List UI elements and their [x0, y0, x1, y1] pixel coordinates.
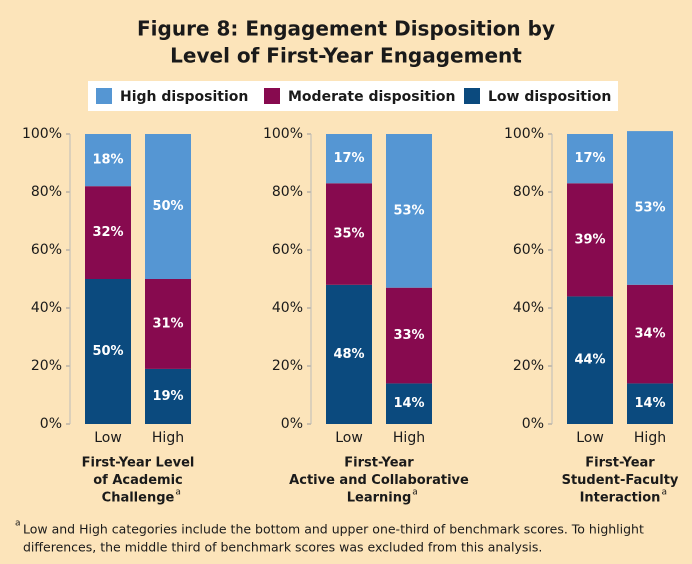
- data-label: 17%: [333, 151, 364, 166]
- x-axis-label: First-Year: [585, 456, 655, 471]
- bar-segment: [85, 134, 131, 187]
- data-label: 18%: [92, 153, 123, 168]
- data-label: 32%: [92, 225, 123, 240]
- y-tick-label: 60%: [272, 242, 303, 258]
- bar-segment: [326, 183, 372, 285]
- x-axis-label: Active and Collaborative: [289, 473, 469, 488]
- bar-segment: [627, 284, 673, 384]
- footnote-marker: a: [175, 488, 181, 498]
- data-label: 35%: [333, 227, 364, 242]
- bar-segment: [386, 134, 432, 288]
- x-tick-label: Low: [576, 430, 604, 446]
- y-tick-label: 40%: [31, 300, 62, 316]
- y-tick-label: 0%: [522, 416, 544, 432]
- data-label: 33%: [393, 328, 424, 343]
- x-axis-label: First-Year Level: [82, 456, 195, 471]
- y-tick-label: 0%: [40, 416, 62, 432]
- bar-segment: [567, 183, 613, 297]
- data-label: 19%: [152, 389, 183, 404]
- data-label: 50%: [92, 344, 123, 359]
- footnote-marker: a: [15, 519, 21, 529]
- x-tick-label: Low: [94, 430, 122, 446]
- x-tick-label: High: [634, 430, 666, 446]
- x-tick-label: Low: [335, 430, 363, 446]
- bar-segment: [145, 134, 191, 279]
- bar-segment: [627, 131, 673, 285]
- y-tick-label: 20%: [272, 358, 303, 374]
- bar-segment: [386, 383, 432, 424]
- y-tick-label: 40%: [513, 300, 544, 316]
- bar-segment: [326, 284, 372, 424]
- bar-segment: [567, 134, 613, 184]
- bar-segment: [326, 134, 372, 184]
- data-label: 14%: [634, 396, 665, 411]
- chart-title: Level of First-Year Engagement: [170, 44, 522, 68]
- bar-segment: [386, 287, 432, 384]
- y-tick-label: 100%: [263, 126, 303, 142]
- y-tick-label: 20%: [31, 358, 62, 374]
- y-tick-label: 80%: [513, 184, 544, 200]
- data-label: 34%: [634, 327, 665, 342]
- legend-label: Moderate disposition: [288, 89, 455, 105]
- data-label: 17%: [574, 151, 605, 166]
- y-tick-label: 100%: [504, 126, 544, 142]
- legend-label: Low disposition: [488, 89, 611, 105]
- data-label: 14%: [393, 396, 424, 411]
- bar-segment: [85, 279, 131, 424]
- x-axis-label: Learning: [347, 491, 412, 506]
- data-label: 53%: [393, 203, 424, 218]
- y-tick-label: 40%: [272, 300, 303, 316]
- y-tick-label: 0%: [281, 416, 303, 432]
- chart-title: Figure 8: Engagement Disposition by: [137, 17, 555, 41]
- y-tick-label: 60%: [513, 242, 544, 258]
- legend-label: High disposition: [120, 89, 248, 105]
- data-label: 48%: [333, 347, 364, 362]
- legend-swatch: [96, 88, 112, 104]
- data-label: 50%: [152, 199, 183, 214]
- x-axis-label: First-Year: [344, 456, 414, 471]
- y-tick-label: 100%: [22, 126, 62, 142]
- x-axis-label: Student-Faculty: [562, 473, 679, 488]
- legend-swatch: [464, 88, 480, 104]
- legend: [88, 81, 618, 111]
- x-axis-label: Challenge: [102, 491, 175, 506]
- footnote: Low and High categories include the bott…: [23, 522, 644, 537]
- data-label: 31%: [152, 316, 183, 331]
- y-tick-label: 20%: [513, 358, 544, 374]
- y-tick-label: 80%: [31, 184, 62, 200]
- x-tick-label: High: [152, 430, 184, 446]
- data-label: 44%: [574, 353, 605, 368]
- x-tick-label: High: [393, 430, 425, 446]
- data-label: 53%: [634, 200, 665, 215]
- y-tick-label: 80%: [272, 184, 303, 200]
- data-label: 39%: [574, 232, 605, 247]
- bar-segment: [567, 296, 613, 424]
- bar-segment: [85, 186, 131, 279]
- bar-segment: [145, 368, 191, 424]
- x-axis-label: Interaction: [580, 491, 661, 506]
- x-axis-label: of Academic: [93, 473, 182, 488]
- footnote-marker: a: [412, 488, 418, 498]
- footnote: differences, the middle third of benchma…: [23, 540, 542, 555]
- footnote-marker: a: [661, 488, 667, 498]
- bar-segment: [145, 279, 191, 369]
- y-tick-label: 60%: [31, 242, 62, 258]
- legend-swatch: [264, 88, 280, 104]
- bar-segment: [627, 383, 673, 424]
